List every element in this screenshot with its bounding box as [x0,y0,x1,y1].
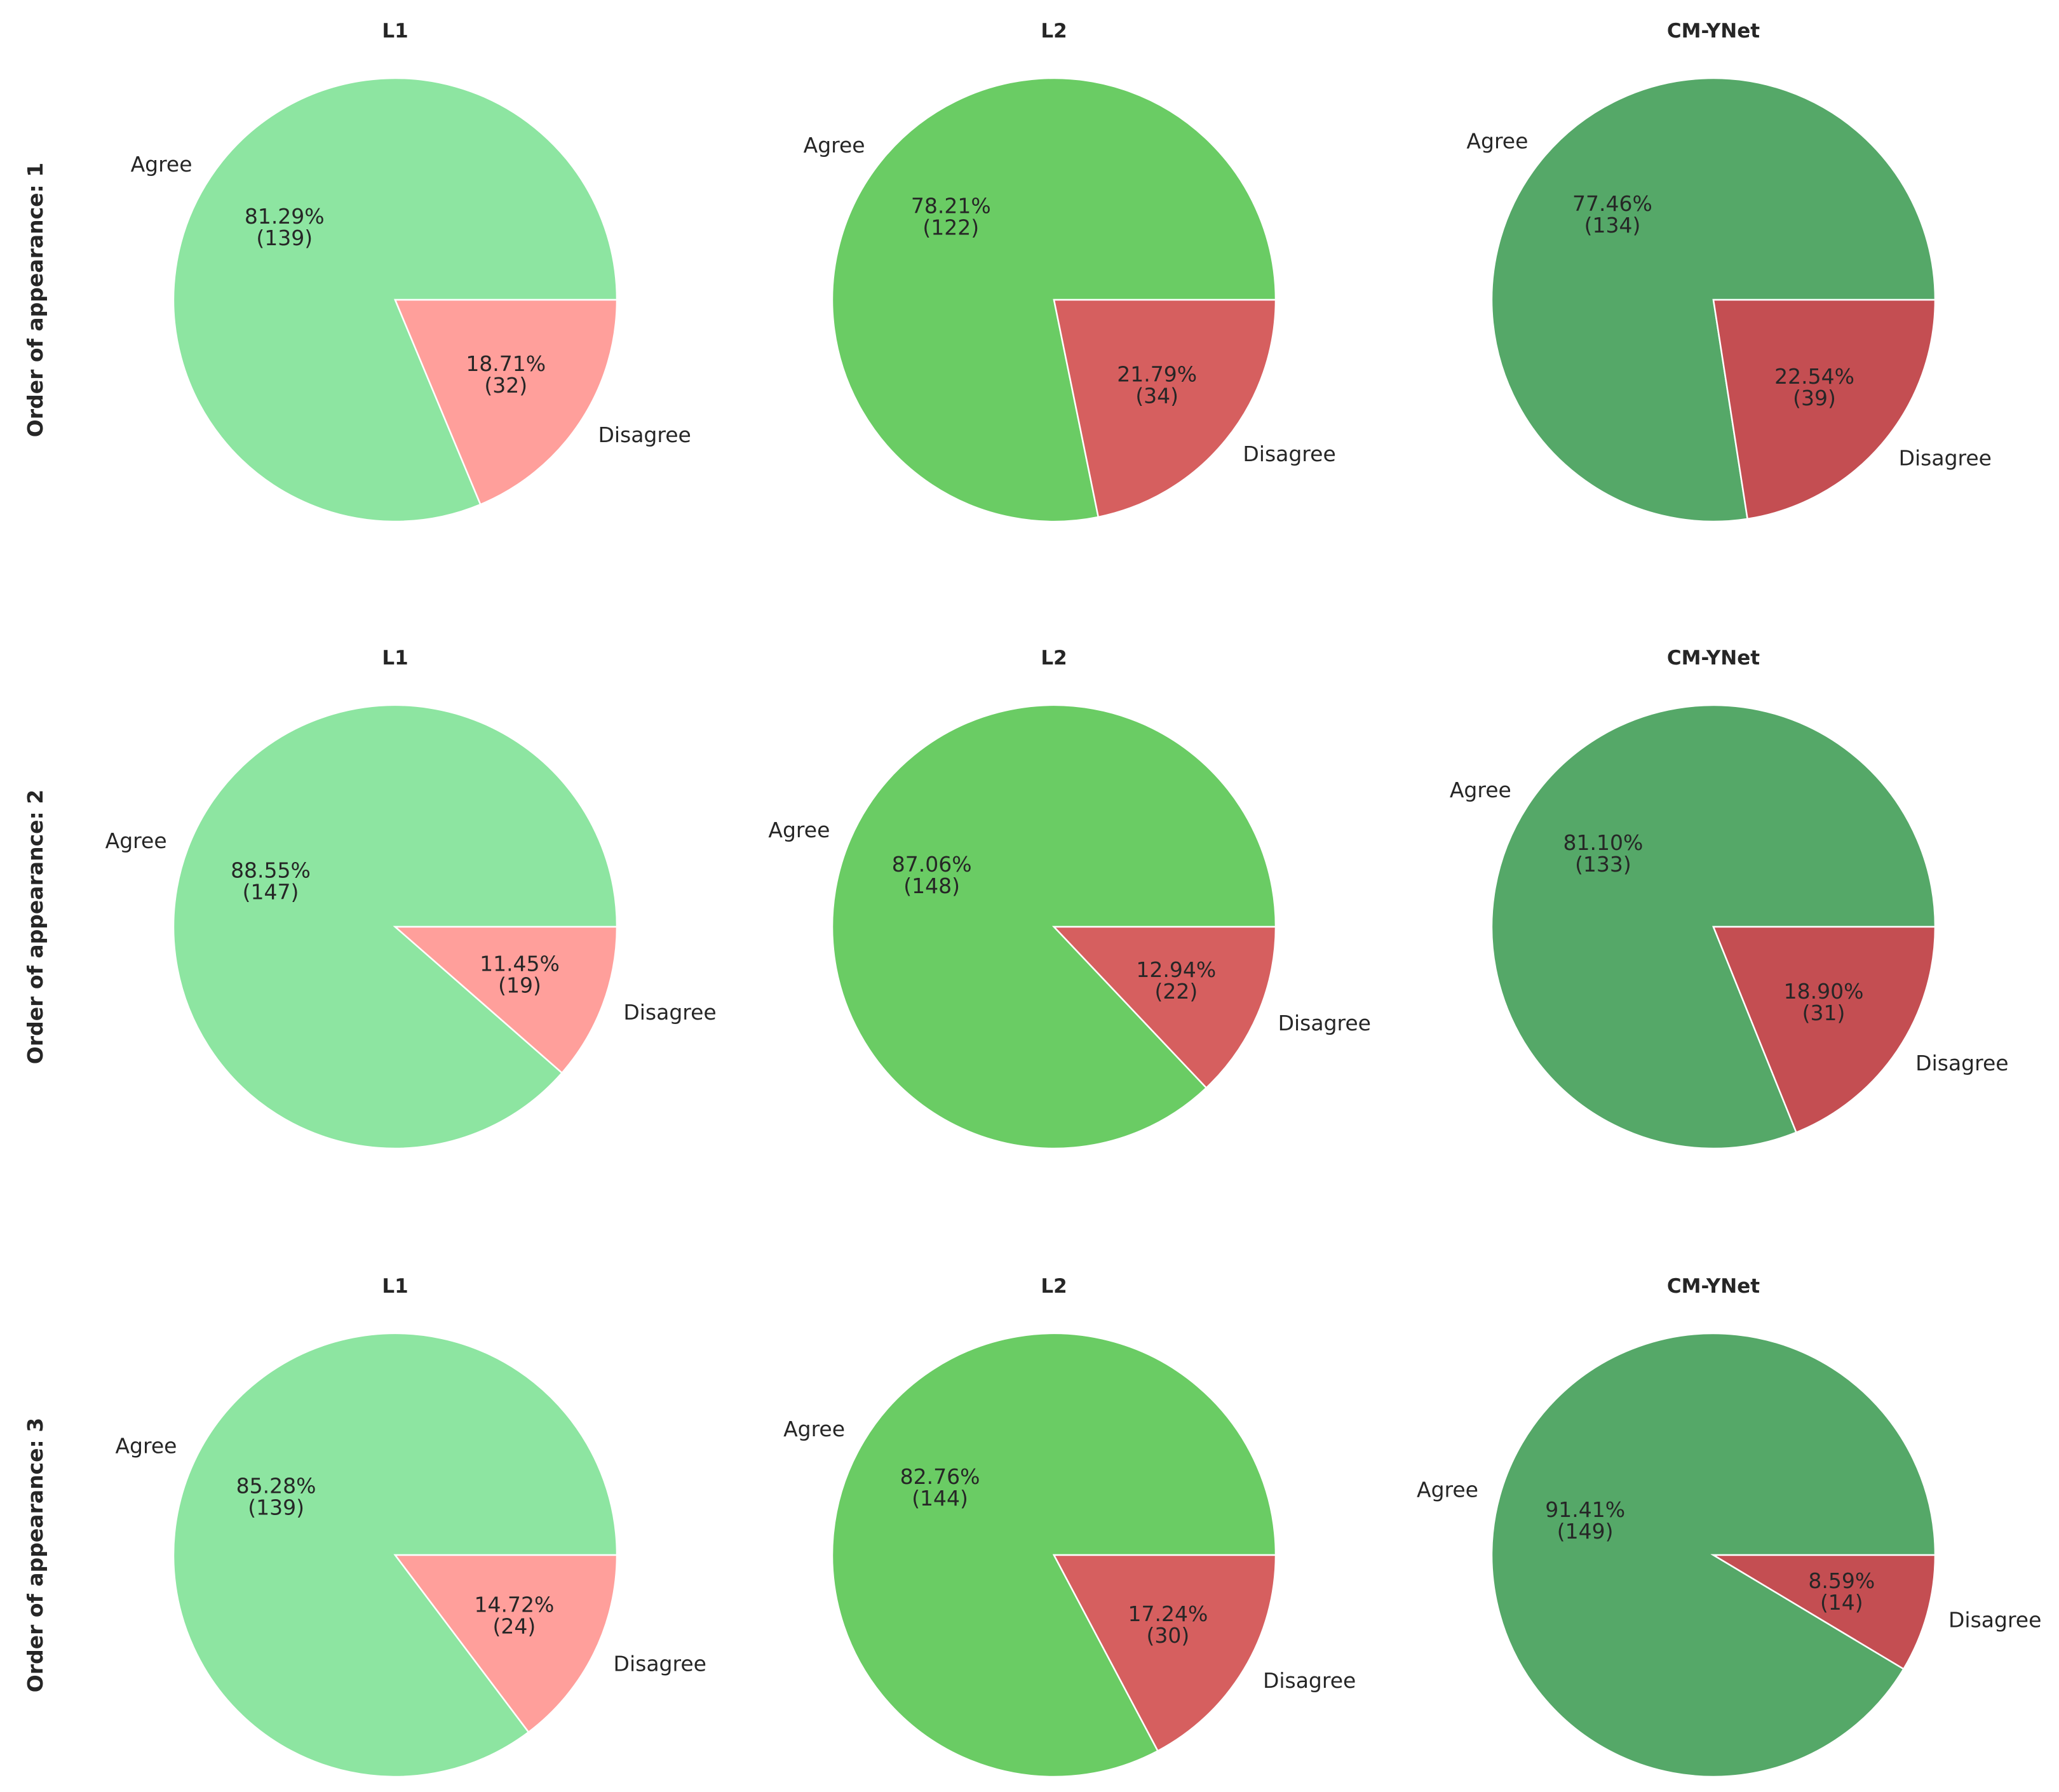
pie-slice-disagree [394,299,618,506]
slice-count-label: (31) [1802,1000,1846,1025]
slice-percent-label: 12.94% [1136,957,1216,982]
pie-slice-agree [172,704,618,1150]
slice-count-label: (122) [922,215,979,240]
slice-label-agree: Agree [105,828,167,853]
row-label-2: Order of appearance: 2 [23,790,48,1064]
pie-8: L2 Agree 82.76%(144) Disagree 17.24%(30) [783,1275,1356,1778]
slice-label-disagree: Disagree [623,1000,716,1025]
slice-label-disagree: Disagree [1915,1051,2008,1075]
slice-count-label: (19) [498,973,541,998]
slice-label-disagree: Disagree [1948,1607,2041,1632]
pie-4: L1 Agree 88.55%(147) Disagree 11.45%(19) [105,647,717,1150]
pie-1: L1 Agree 81.29%(139) Disagree 18.71%(32) [131,20,691,523]
slice-percent-label: 11.45% [480,952,560,976]
slice-percent-label: 8.59% [1808,1568,1875,1593]
slice-count-label: (24) [493,1613,536,1638]
slice-count-label: (147) [243,879,299,904]
pie-title: CM-YNet [1667,647,1760,670]
pie-slice-agree [172,77,618,523]
pie-7: L1 Agree 85.28%(139) Disagree 14.72%(24) [115,1275,706,1778]
slice-count-label: (144) [912,1486,968,1511]
slice-percent-label: 78.21% [911,194,991,219]
slice-percent-label: 18.90% [1784,979,1864,1004]
pie-slice-disagree [1712,926,1936,1134]
slice-count-label: (139) [256,226,313,250]
slice-count-label: (30) [1147,1623,1190,1648]
slice-percent-label: 22.54% [1774,364,1854,389]
pie-title: L1 [382,647,408,670]
slice-label-disagree: Disagree [1899,446,1992,471]
slice-count-label: (34) [1135,383,1178,408]
slice-label-disagree: Disagree [598,422,691,447]
slice-percent-label: 77.46% [1572,191,1652,216]
pie-title: L1 [382,20,408,43]
pie-slice-disagree [393,1554,618,1734]
slice-count-label: (22) [1154,979,1198,1004]
pie-title: L2 [1041,1275,1067,1298]
slice-count-label: (14) [1820,1590,1863,1615]
pie-slice-disagree [1710,1554,1936,1671]
slice-label-agree: Agree [768,818,830,842]
pie-slice-disagree [393,926,618,1074]
slice-count-label: (149) [1557,1519,1614,1544]
pie-5: L2 Agree 87.06%(148) Disagree 12.94%(22) [768,647,1371,1150]
slice-percent-label: 17.24% [1128,1601,1208,1626]
slice-percent-label: 21.79% [1117,361,1197,386]
slice-percent-label: 18.71% [466,351,546,376]
slice-label-agree: Agree [1466,128,1528,153]
slice-label-disagree: Disagree [1278,1011,1371,1035]
pie-3: CM-YNet Agree 77.46%(134) Disagree 22.54%(39… [1466,20,1992,523]
pie-title: L1 [382,1275,408,1298]
slice-percent-label: 87.06% [892,852,972,877]
slice-percent-label: 91.41% [1545,1497,1625,1522]
slice-count-label: (134) [1584,213,1641,238]
slice-percent-label: 81.10% [1563,830,1644,855]
pie-6: CM-YNet Agree 81.10%(133) Disagree 18.90%(31… [1450,647,2009,1150]
pie-9: CM-YNet Agree 91.41%(149) Disagree 8.59%(14) [1417,1275,2041,1778]
slice-count-label: (39) [1793,386,1836,410]
row-label-1: Order of appearance: 1 [23,163,48,437]
pie-slice-disagree [1052,926,1277,1089]
slice-label-disagree: Disagree [1243,441,1335,466]
pie-slice-agree [831,1332,1277,1778]
slice-percent-label: 85.28% [236,1474,316,1499]
slice-percent-label: 14.72% [474,1592,554,1617]
pie-slice-agree [1490,1332,1936,1778]
slice-percent-label: 82.76% [900,1464,980,1489]
slice-label-disagree: Disagree [1263,1668,1356,1693]
row-label-3: Order of appearance: 3 [23,1418,48,1692]
slice-count-label: (148) [903,873,960,898]
pie-title: CM-YNet [1667,20,1760,43]
pie-slice-disagree [1053,299,1277,518]
pie-slice-disagree [1712,299,1936,520]
slice-label-agree: Agree [1450,778,1511,802]
slice-label-agree: Agree [131,152,192,177]
slice-percent-label: 88.55% [231,858,311,882]
pie-slice-disagree [1052,1554,1277,1753]
pie-title: L2 [1041,20,1067,43]
slice-label-agree: Agree [783,1417,845,1441]
slice-label-disagree: Disagree [614,1651,706,1676]
slice-label-agree: Agree [115,1434,177,1459]
pie-2: L2 Agree 78.21%(122) Disagree 21.79%(34) [804,20,1336,523]
pie-title: L2 [1041,647,1067,670]
slice-percent-label: 81.29% [245,204,325,229]
slice-count-label: (133) [1575,852,1631,877]
slice-label-agree: Agree [804,133,865,158]
slice-label-agree: Agree [1417,1478,1478,1502]
slice-count-label: (32) [484,373,527,398]
pie-title: CM-YNet [1667,1275,1760,1298]
slice-count-label: (139) [248,1495,304,1520]
